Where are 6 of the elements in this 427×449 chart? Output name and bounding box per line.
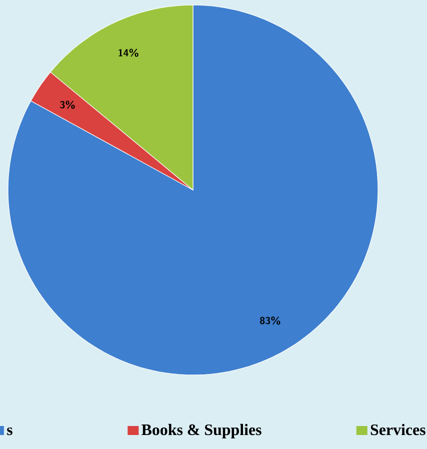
legend-label: Services [370, 424, 426, 436]
data-label: 83% [260, 316, 280, 325]
data-label: 14% [118, 48, 138, 57]
legend-label: Books & Supplies [142, 424, 262, 438]
slice-label: s [7, 427, 12, 436]
data-label: 3% [60, 100, 75, 109]
